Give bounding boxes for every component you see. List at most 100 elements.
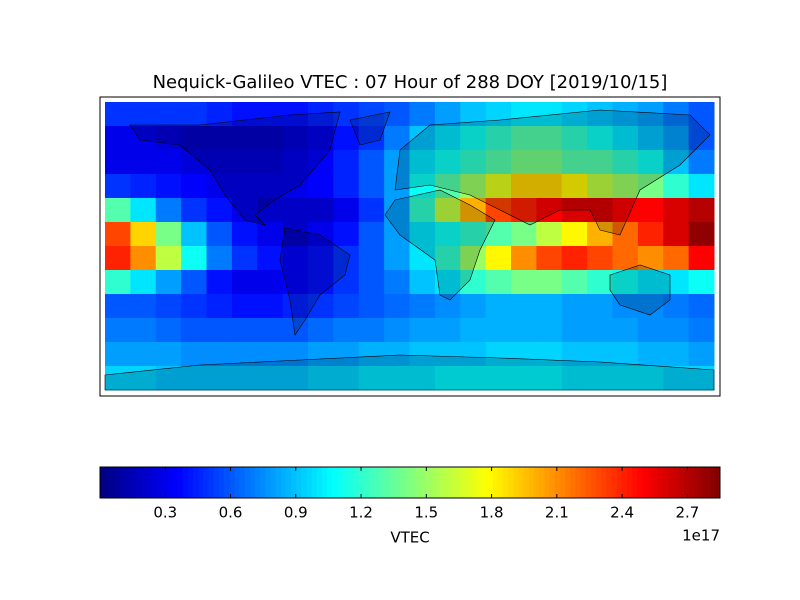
cell (206, 366, 233, 391)
colorbar-segment (332, 467, 339, 498)
colorbar-tick-label: 0.3 (153, 504, 177, 522)
colorbar-segment (224, 467, 230, 498)
cell (561, 174, 588, 199)
colorbar-segment (337, 467, 344, 498)
cell (206, 222, 233, 247)
cell (511, 222, 537, 247)
cell (536, 342, 563, 367)
colorbar-segment (663, 467, 669, 498)
cell (231, 366, 258, 391)
colorbar-segment (373, 467, 380, 498)
colorbar-segment (683, 467, 690, 498)
cell (587, 294, 613, 319)
colorbar-segment (141, 467, 147, 498)
colorbar-segment (193, 467, 199, 498)
cell (384, 150, 410, 175)
cell (130, 270, 157, 295)
cell (511, 126, 537, 151)
cell (511, 270, 537, 295)
colorbar-segment (234, 467, 240, 498)
cell (587, 150, 613, 175)
cell (231, 246, 258, 271)
cell (155, 366, 182, 391)
cell (105, 270, 131, 295)
colorbar-segment (689, 467, 695, 498)
cell (561, 294, 588, 319)
cell (561, 222, 588, 247)
cell (612, 294, 639, 319)
colorbar-tick-label: 1.8 (480, 504, 504, 522)
cell (333, 198, 360, 223)
cell (206, 198, 233, 223)
colorbar-segment (642, 467, 649, 498)
cell (105, 222, 131, 247)
colorbar-segment (286, 467, 292, 498)
cell (612, 174, 639, 199)
cell (384, 102, 410, 127)
cell (181, 342, 207, 367)
chart-title: Nequick-Galileo VTEC : 07 Hour of 288 DO… (153, 72, 668, 93)
colorbar-tick-label: 1.2 (349, 504, 373, 522)
colorbar-offset: 1e17 (682, 527, 720, 545)
cell (587, 366, 613, 391)
cell (130, 150, 157, 175)
colorbar-segment (358, 467, 364, 498)
cell (358, 342, 385, 367)
cell (511, 174, 537, 199)
cell (485, 366, 512, 391)
cell (688, 126, 715, 151)
cell (181, 150, 207, 175)
cell (587, 270, 613, 295)
colorbar-segment (616, 467, 623, 498)
cell (105, 366, 131, 391)
cell (637, 222, 664, 247)
colorbar-segment (229, 467, 235, 498)
cell (612, 246, 639, 271)
colorbar-segment (368, 467, 375, 498)
cell (460, 126, 487, 151)
cell (358, 318, 385, 343)
cell (434, 366, 461, 391)
cell (257, 174, 284, 199)
cell (663, 294, 690, 319)
cell (358, 222, 385, 247)
cell (511, 150, 537, 175)
cell (257, 222, 284, 247)
cell (231, 102, 258, 127)
colorbar-segment (151, 467, 158, 498)
cell (257, 318, 284, 343)
cell (637, 318, 664, 343)
cell (663, 342, 690, 367)
cell (231, 318, 258, 343)
cell (155, 174, 182, 199)
colorbar-segment (518, 467, 525, 498)
cell (612, 318, 639, 343)
cell (536, 198, 563, 223)
colorbar-segment (136, 467, 142, 498)
colorbar-segment (621, 467, 628, 498)
cell (637, 102, 664, 127)
cell (511, 342, 537, 367)
cell (637, 342, 664, 367)
cell (181, 198, 207, 223)
cell (637, 150, 664, 175)
colorbar-tick-label: 2.1 (545, 504, 569, 522)
colorbar-segment (301, 467, 308, 498)
antarctica (104, 354, 715, 391)
colorbar-segment (627, 467, 633, 498)
cell (358, 150, 385, 175)
cell (663, 246, 690, 271)
coastlines (104, 109, 715, 391)
cell (511, 318, 537, 343)
colorbar-tick-label: 1.5 (414, 504, 438, 522)
cell (384, 222, 410, 247)
cell (460, 366, 487, 391)
cell (561, 318, 588, 343)
cell (587, 102, 613, 127)
colorbar-segment (389, 467, 395, 498)
greenland (349, 111, 391, 146)
cell (358, 294, 385, 319)
cell (155, 342, 182, 367)
cell (333, 294, 360, 319)
